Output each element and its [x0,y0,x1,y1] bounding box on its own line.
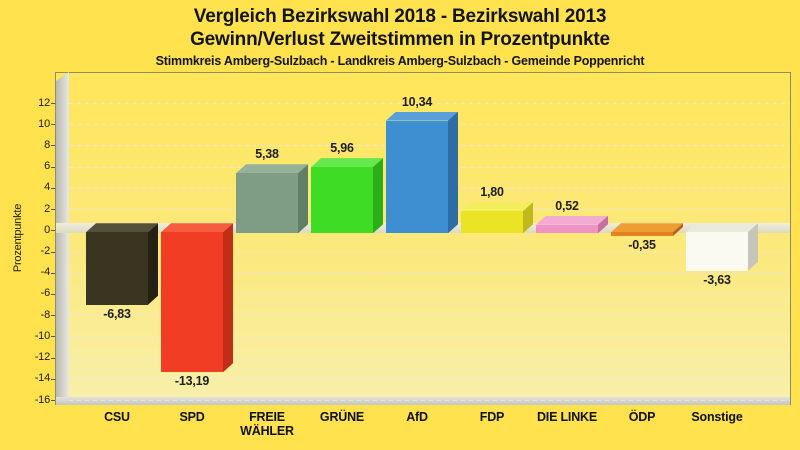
y-tick-label: -8 [40,308,51,321]
bar-side-face [298,164,308,234]
y-tick-label: -10 [34,329,51,342]
gridline [69,315,790,317]
chart-title: Vergleich Bezirkswahl 2018 - Bezirkswahl… [193,6,607,27]
y-tick-mark [51,315,55,317]
value-label: 5,96 [330,141,354,156]
gridline [69,400,790,401]
bar-top-face [686,223,758,233]
value-label: -0,35 [628,238,656,252]
gridline [69,251,790,253]
bar-front-face [161,232,223,373]
y-tick-mark [51,187,55,189]
bar-top-face [311,158,383,168]
y-tick-mark [51,230,55,232]
category-label-FREIE-WÄHLER: FREIE WÄHLER [240,410,294,438]
y-tick-mark [51,166,55,168]
y-tick-mark [51,124,55,126]
y-tick-mark [51,145,55,147]
category-label-AfD: AfD [406,410,428,424]
y-tick-mark [51,272,55,274]
gridline [69,272,790,274]
bar-side-face [223,223,233,373]
plot-floor-3d [56,397,790,405]
bar-top-face [461,202,533,212]
value-label: -6,83 [103,306,131,321]
y-tick-mark [51,400,55,401]
chart-subtitle: Gewinn/Verlust Zweitstimmen in Prozentpu… [190,29,610,50]
y-tick-label: -16 [34,393,51,406]
y-tick-mark [51,251,55,253]
y-tick-mark [51,378,55,380]
y-tick-label: -6 [40,287,51,300]
axis-wall-3d [56,72,69,397]
gridline [69,293,790,295]
bar-side-face [148,223,158,305]
y-tick-label: 2 [44,202,50,215]
value-label: 0,52 [555,198,579,213]
bar-top-face [236,164,308,174]
category-label-SPD: SPD [179,410,205,424]
y-tick-mark [51,336,55,338]
bar-front-face [386,120,448,234]
bar-top-face [386,111,458,121]
bar-top-face [536,215,608,225]
gridline [69,378,790,380]
category-label-ÖDP: ÖDP [628,410,656,424]
chart-region-line: Stimmkreis Amberg-Sulzbach - Landkreis A… [155,54,645,68]
y-tick-label: 12 [38,96,50,109]
gridline [69,103,790,105]
y-tick-label: 4 [44,181,50,194]
bar-top-face [161,223,233,233]
y-tick-mark [51,209,55,211]
category-label-FDP: FDP [479,410,505,424]
bar-side-face [523,202,533,234]
bar-side-face [373,158,383,234]
bar-front-face [611,232,673,236]
bar-front-face [236,173,298,234]
y-tick-label: 10 [38,117,50,130]
y-tick-label: -14 [34,372,51,385]
y-tick-label: 8 [44,138,50,151]
y-tick-mark [51,293,55,295]
value-label: 1,80 [480,185,504,200]
bar-front-face [461,211,523,234]
value-label: -3,63 [703,272,731,287]
gridline [69,357,790,359]
y-tick-mark [51,103,55,105]
y-tick-label: -12 [34,351,51,364]
y-tick-label: -4 [40,266,51,279]
gridline [69,336,790,338]
category-label-Sonstige: Sonstige [691,410,743,424]
y-tick-mark [51,357,55,359]
bar-side-face [598,215,608,233]
value-label: 10,34 [401,94,433,109]
bar-front-face [311,167,373,234]
bar-front-face [86,232,148,305]
bar-front-face [536,224,598,234]
bar-top-face [86,223,158,233]
bar-top-face [611,223,683,233]
bar-front-face [686,232,748,271]
bar-side-face [448,111,458,233]
value-label: -13,19 [174,374,210,389]
category-label-CSU: CSU [104,410,130,424]
y-tick-label: -2 [40,245,51,257]
y-tick-label: 6 [44,160,50,173]
bar-side-face [748,223,758,271]
y-axis-title: Prozentpunkte [12,203,24,273]
value-label: 5,38 [255,147,279,162]
y-tick-label: 0 [44,223,50,236]
category-label-GRÜNE: GRÜNE [319,410,365,424]
category-label-DIE-LINKE: DIE LINKE [536,410,597,424]
bar-side-face [673,223,683,236]
